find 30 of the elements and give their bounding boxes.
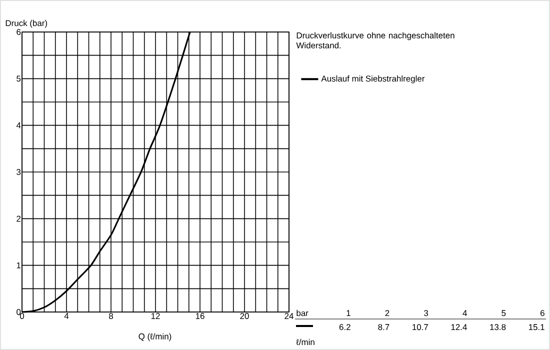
y-tick-label: 1 xyxy=(16,262,21,268)
legend-label: Auslauf mit Siebstrahlregler xyxy=(321,75,425,84)
x-tick-label: 4 xyxy=(64,313,69,319)
text: 6.2 xyxy=(339,324,350,330)
text: 6 xyxy=(540,310,544,316)
text: 15.1 xyxy=(528,324,544,330)
text: 1 xyxy=(346,310,350,316)
y-tick-label: 6 xyxy=(16,29,21,35)
text: 8.7 xyxy=(378,324,390,330)
text: 2 xyxy=(385,310,390,316)
y-axis-title: Druck (bar) xyxy=(6,20,48,28)
text: 10.7 xyxy=(412,324,428,330)
x-tick-label: 16 xyxy=(196,313,204,320)
x-axis-title: Q (ℓ/min) xyxy=(138,333,172,342)
text: 13.8 xyxy=(490,324,506,330)
text: 5 xyxy=(502,310,506,316)
text: bar xyxy=(296,310,308,316)
x-tick-label: 8 xyxy=(109,313,113,320)
y-tick-label: 0 xyxy=(16,309,21,315)
y-tick-label: 2 xyxy=(16,216,21,222)
x-tick-label: 24 xyxy=(284,313,294,319)
text: ℓ/min xyxy=(296,338,314,346)
text: 12.4 xyxy=(451,324,467,330)
text: 3 xyxy=(424,310,428,316)
y-tick-label: 4 xyxy=(16,122,21,128)
x-tick-label: 12 xyxy=(151,313,160,319)
text: Druckverlustkurve ohne nachgeschalteten Widerstand. xyxy=(296,32,454,48)
x-tick-label: 20 xyxy=(240,313,249,320)
y-tick-label: 5 xyxy=(16,76,21,82)
y-tick-label: 3 xyxy=(16,169,21,175)
